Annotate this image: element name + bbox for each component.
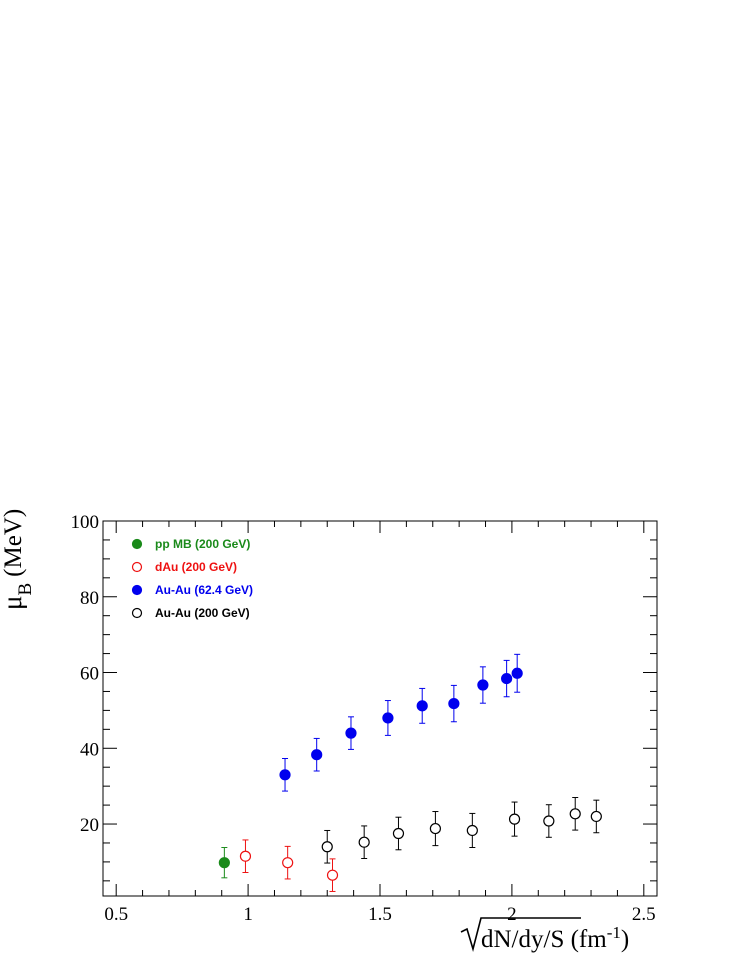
legend-label: pp MB (200 GeV) bbox=[155, 537, 250, 551]
data-point bbox=[311, 749, 323, 761]
x-tick-label: 1 bbox=[243, 904, 253, 925]
legend-label: Au-Au (62.4 GeV) bbox=[155, 583, 253, 597]
data-point bbox=[429, 822, 441, 835]
data-point bbox=[218, 857, 230, 869]
y-tick-label: 40 bbox=[80, 739, 99, 760]
data-point bbox=[543, 815, 555, 827]
axis-ticks bbox=[103, 520, 657, 896]
data-point bbox=[392, 827, 405, 840]
x-tick-label: 0.5 bbox=[104, 904, 128, 925]
series-3 bbox=[321, 797, 602, 864]
data-point bbox=[511, 667, 523, 679]
data-point bbox=[382, 712, 394, 724]
x-axis-title: dN/dy/S (fm-1) bbox=[460, 917, 629, 954]
data-point bbox=[477, 679, 489, 691]
y-tick-label: 20 bbox=[80, 815, 99, 836]
series-1 bbox=[239, 839, 339, 892]
data-point bbox=[416, 700, 428, 712]
legend-marker bbox=[131, 538, 143, 550]
series-2 bbox=[279, 653, 523, 792]
y-tick-label: 60 bbox=[80, 664, 99, 685]
y-tick-label: 80 bbox=[80, 588, 99, 609]
data-point bbox=[590, 810, 602, 823]
data-point bbox=[282, 857, 294, 869]
sqrt-sign bbox=[460, 917, 581, 952]
data-points bbox=[218, 653, 602, 892]
legend-marker bbox=[131, 584, 143, 596]
x-tick-label: 1.5 bbox=[368, 904, 392, 925]
data-point bbox=[569, 808, 581, 820]
legend-marker bbox=[131, 607, 143, 619]
data-point bbox=[501, 672, 513, 685]
data-point bbox=[321, 841, 333, 853]
data-point bbox=[448, 697, 460, 710]
data-point bbox=[239, 850, 252, 862]
y-axis-label: μB(MeV) bbox=[0, 509, 36, 610]
data-point bbox=[326, 869, 339, 881]
legend-marker bbox=[131, 561, 143, 573]
x-tick-label: 2.5 bbox=[632, 904, 656, 925]
data-point bbox=[358, 836, 370, 848]
legend-label: dAu (200 GeV) bbox=[155, 560, 237, 574]
data-point bbox=[279, 769, 291, 781]
data-point bbox=[466, 824, 478, 837]
series-0 bbox=[218, 847, 230, 879]
data-point bbox=[345, 727, 357, 739]
data-point bbox=[508, 813, 521, 825]
x-tick-label: 2 bbox=[507, 904, 517, 925]
y-tick-label: 100 bbox=[71, 512, 100, 533]
plot-frame bbox=[102, 520, 658, 897]
axis-tick-labels: 0.5 1 1.5 2 2.5 20 40 60 80 100 bbox=[71, 512, 656, 925]
legend-label: Au-Au (200 GeV) bbox=[155, 606, 250, 620]
x-axis-label: dN/dy/S (fm-1) bbox=[481, 923, 629, 954]
legend: pp MB (200 GeV) dAu (200 GeV) Au-Au (62.4 … bbox=[131, 537, 253, 620]
